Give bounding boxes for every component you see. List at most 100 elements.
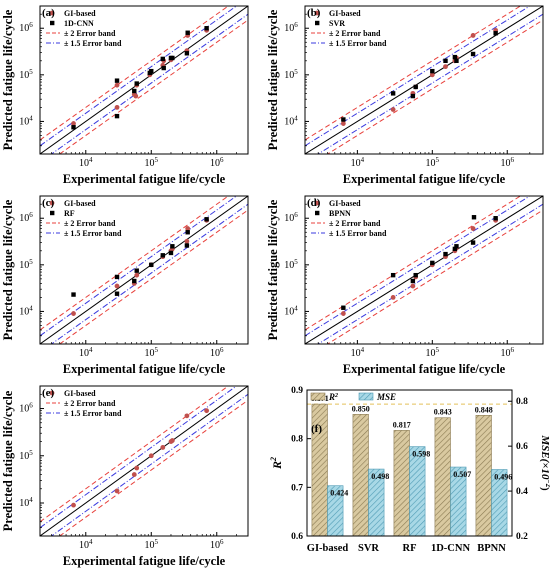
right-axis-label: MSE(×10−2): [539, 434, 550, 491]
data-point: [340, 311, 346, 316]
series-1d-cnn: [71, 26, 209, 130]
data-point: [429, 72, 435, 78]
right-tick-label: 0.2: [516, 532, 528, 542]
y-tick-label: 105: [19, 258, 33, 271]
x-tick-label: 105: [145, 346, 159, 359]
reference-lines: [305, 196, 543, 344]
error-band-1-5x-upper: [40, 6, 238, 147]
data-point: [184, 51, 190, 56]
plot-frame: [306, 389, 513, 537]
legend-marker: [315, 210, 320, 216]
data-point: [148, 453, 154, 459]
data-point: [470, 240, 476, 245]
legend-marker: [314, 200, 320, 206]
scatter-panel-5: 104 104 105 105 106 106 GI-based± 2 Error band…: [1, 385, 249, 568]
panel-label-f: (f): [311, 423, 322, 435]
data-point: [470, 33, 476, 38]
x-tick-label: 105: [426, 156, 440, 169]
category-label: 1D-CNN: [431, 543, 470, 554]
error-band-2x-upper: [40, 196, 230, 331]
legend-label: MSE: [376, 392, 396, 402]
category-label: GI-based: [307, 543, 349, 554]
error-band-1-5x-upper: [305, 196, 531, 337]
data-point: [470, 226, 476, 231]
data-point: [413, 272, 418, 278]
y-tick-label: 106: [19, 21, 33, 34]
legend-label: ± 1.5 Error band: [64, 229, 122, 238]
data-point: [160, 56, 165, 62]
category-label: SVR: [358, 543, 379, 554]
data-point: [185, 230, 190, 235]
x-axis-label: Experimental fatigue life/cycle: [63, 362, 226, 376]
series-rf: [71, 217, 209, 297]
legend-label: ± 2 Error band: [329, 29, 381, 38]
data-point: [169, 438, 175, 443]
legend-label: ± 2 Error band: [64, 399, 116, 408]
panel-label: (d): [307, 197, 321, 209]
data-point: [454, 58, 459, 64]
bar-r2-value-label: 0.817: [393, 420, 411, 429]
legend-swatch-r2: [310, 392, 326, 401]
data-point: [168, 250, 174, 256]
left-tick-label: 0.9: [291, 386, 303, 396]
legend-label: GI-based: [64, 389, 96, 398]
x-tick-label: 106: [210, 156, 224, 169]
data-point: [184, 243, 190, 248]
legend-marker: [50, 210, 55, 216]
panel-label: (b): [307, 7, 321, 19]
data-point: [471, 215, 477, 220]
error-band-1-5x-lower: [50, 203, 248, 344]
y-tick-label: 105: [19, 449, 33, 462]
right-tick-label: 0.6: [516, 442, 528, 452]
x-tick-label: 106: [210, 538, 224, 551]
error-band-1-5x-lower: [317, 13, 543, 154]
series-svr: [341, 31, 498, 122]
bar-mse-value-label: 0.507: [453, 470, 471, 479]
x-tick-label: 104: [79, 156, 93, 169]
data-point: [410, 93, 416, 99]
data-point: [114, 82, 120, 88]
y-tick-label: 104: [19, 114, 33, 127]
data-point: [390, 91, 396, 96]
data-point: [71, 311, 76, 316]
bar-mse-value-label: 0.498: [371, 472, 389, 481]
identity-line: [40, 386, 248, 536]
legend-label: ± 1.5 Error band: [329, 39, 387, 48]
data-point: [454, 244, 459, 249]
x-tick-label: 104: [351, 156, 365, 169]
legend-marker: [49, 390, 55, 396]
data-point: [341, 305, 346, 310]
data-point: [184, 413, 190, 419]
data-point: [114, 274, 120, 280]
y-axis-label: Predicted fatigue life/cycle: [1, 9, 15, 150]
left-axis-label: R2: [269, 457, 284, 470]
error-band-1-5x-upper: [40, 386, 238, 529]
error-band-1-5x-lower: [50, 393, 248, 536]
legend-label: GI-based: [64, 199, 96, 208]
data-point: [204, 26, 209, 31]
error-band-2x-upper: [305, 6, 522, 141]
x-tick-label: 105: [145, 156, 159, 169]
error-band-2x-lower: [58, 399, 248, 536]
series-gi-based: [71, 408, 210, 508]
identity-line: [40, 196, 248, 344]
legend-label: ± 2 Error band: [64, 29, 116, 38]
legend-marker: [50, 20, 55, 26]
data-point: [114, 488, 120, 494]
data-point: [410, 278, 416, 284]
y-tick-label: 104: [19, 304, 33, 317]
identity-line: [305, 6, 543, 154]
data-point: [114, 113, 120, 119]
data-point: [132, 278, 137, 284]
bar-mse-value-label: 0.496: [494, 473, 512, 482]
category-label: BPNN: [477, 543, 506, 554]
data-point: [134, 81, 139, 86]
x-tick-label: 105: [426, 346, 440, 359]
legend-label: ± 2 Error band: [329, 219, 381, 228]
x-tick-label: 106: [210, 346, 224, 359]
